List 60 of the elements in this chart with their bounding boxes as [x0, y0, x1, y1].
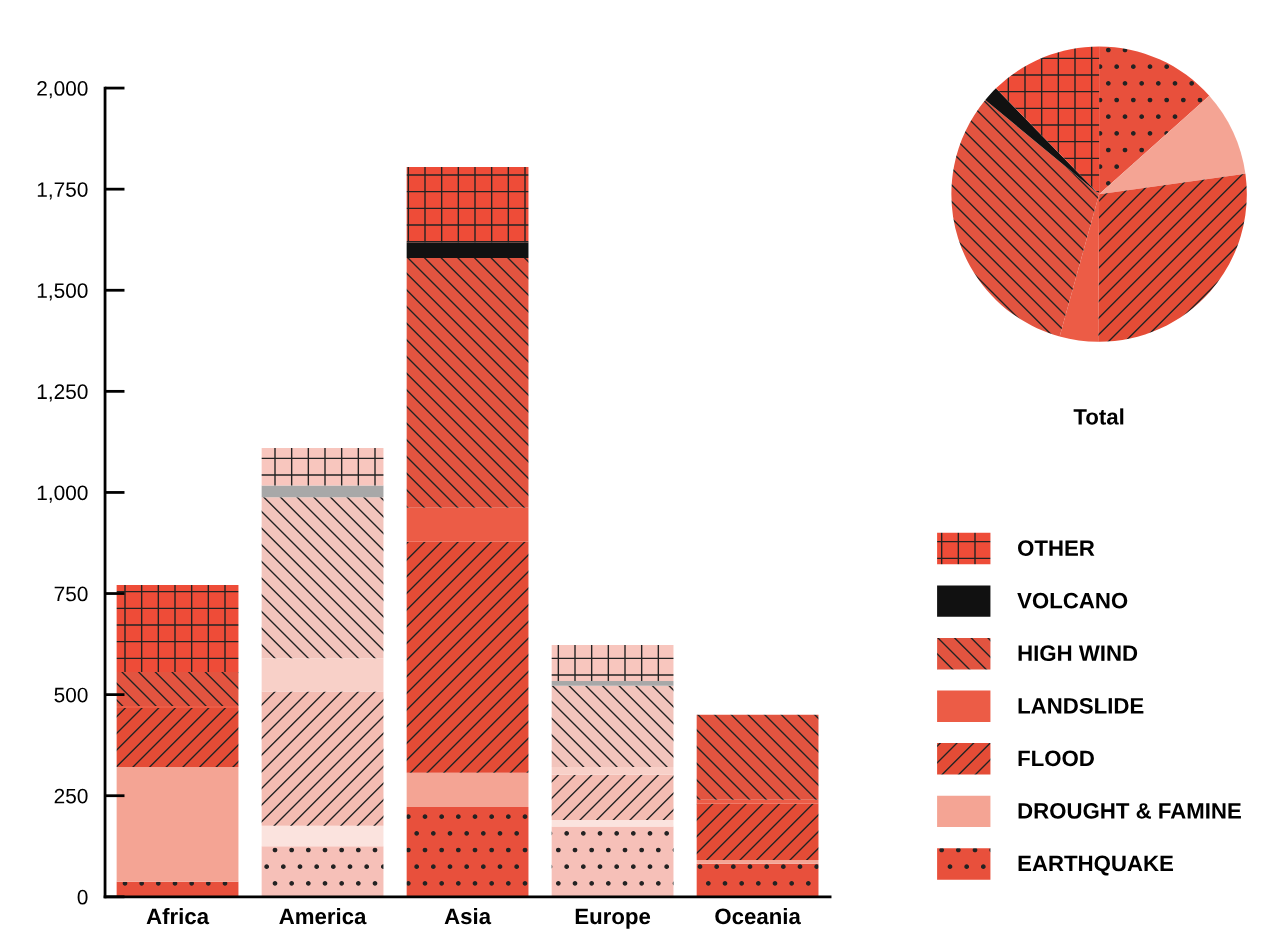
bar	[116, 767, 239, 882]
bar	[261, 485, 384, 498]
y-tick-label: 2,000	[37, 81, 88, 99]
bar	[406, 257, 529, 508]
legend-label: FLOOD	[1018, 750, 1094, 767]
bar	[551, 685, 674, 768]
bar	[696, 860, 819, 864]
x-tick-label: America	[279, 907, 367, 925]
y-tick-label: 1,250	[37, 384, 88, 402]
bar	[116, 707, 239, 768]
bar	[551, 819, 674, 827]
x-tick-label: Africa	[146, 907, 210, 925]
bar	[551, 767, 674, 775]
x-tick-label: Oceania	[715, 907, 801, 925]
legend-label: DROUGHT & FAMINE	[1018, 803, 1241, 819]
pie-slice	[951, 99, 1100, 337]
x-tick-label: Asia	[444, 907, 492, 925]
legend-label: VOLCANO	[1017, 592, 1128, 609]
bar	[261, 658, 384, 692]
bar	[406, 507, 529, 542]
y-tick-label: 0	[77, 889, 88, 905]
bar	[551, 644, 674, 681]
bar	[261, 825, 384, 847]
bar	[406, 772, 529, 808]
bar	[696, 803, 819, 861]
bar	[551, 680, 674, 686]
text: Total	[1073, 408, 1124, 425]
bar	[696, 714, 819, 800]
bar	[406, 166, 529, 243]
bar	[116, 671, 239, 706]
bar	[261, 497, 384, 659]
legend-label: OTHER	[1018, 540, 1095, 556]
bar	[696, 799, 819, 804]
pie-slice	[985, 88, 1100, 195]
bar	[406, 541, 529, 773]
y-tick-label: 1,750	[37, 182, 88, 200]
y-tick-label: 1,500	[37, 283, 88, 301]
bar	[261, 447, 384, 486]
bar	[551, 774, 674, 820]
legend-label: HIGH WIND	[1018, 645, 1138, 662]
y-tick-label: 750	[54, 586, 88, 602]
pie-slice	[995, 46, 1100, 195]
y-tick-label: 1,000	[37, 485, 88, 503]
legend-label: EARTHQUAKE	[1018, 855, 1174, 876]
pie-slice	[1099, 46, 1210, 195]
bar	[696, 863, 819, 897]
bar	[261, 691, 384, 826]
pie-slice	[1099, 95, 1246, 195]
x-tick-label: Europe	[575, 908, 651, 929]
bar	[261, 846, 384, 897]
bar	[406, 807, 529, 897]
bar	[551, 826, 674, 897]
bar	[406, 242, 529, 258]
y-tick-label: 500	[54, 687, 88, 703]
bar	[116, 705, 239, 708]
y-tick-label: 250	[54, 788, 88, 804]
pie-slice	[1059, 194, 1100, 342]
legend-label: LANDSLIDE	[1018, 697, 1144, 714]
pie-slice	[1098, 173, 1247, 342]
bar	[116, 585, 239, 672]
